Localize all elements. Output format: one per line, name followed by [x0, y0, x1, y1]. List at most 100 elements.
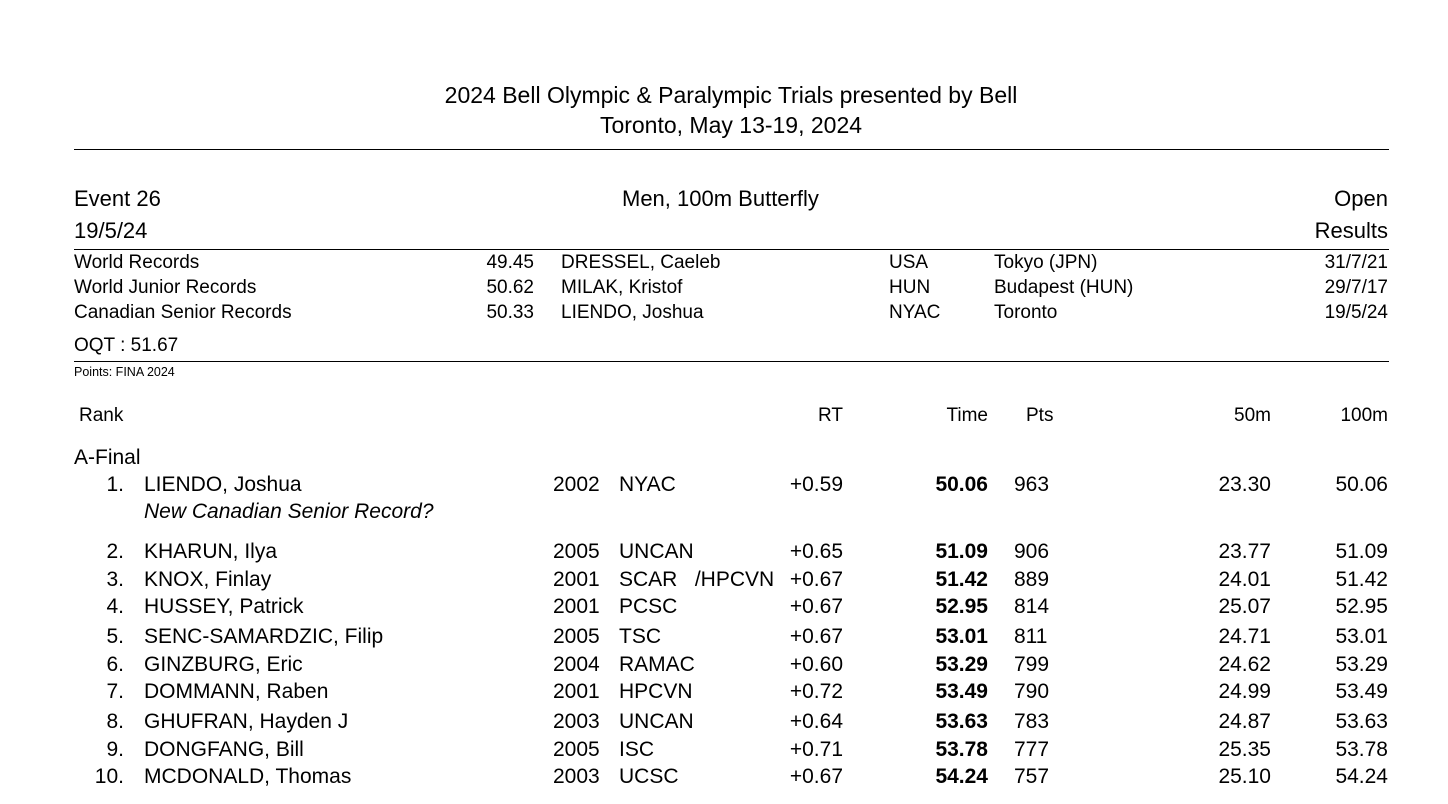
athlete-name: DOMMANN, Raben [144, 680, 329, 703]
record-label: Canadian Senior Records [74, 302, 292, 323]
points: 799 [1014, 653, 1050, 676]
result-row: 9. DONGFANG, Bill 2005 ISC +0.71 53.78 777 25.3… [0, 738, 1448, 766]
split-50m: 24.01 [1218, 568, 1271, 591]
athlete-name: KNOX, Finlay [144, 568, 272, 591]
split-100m: 52.95 [1335, 595, 1388, 618]
result-rank: 7. [106, 680, 124, 703]
club-code: UNCAN [619, 710, 694, 733]
result-row: 7. DOMMANN, Raben 2001 HPCVN +0.72 53.49 790 24… [0, 680, 1448, 708]
result-rank: 5. [106, 625, 124, 648]
points: 757 [1014, 765, 1050, 788]
reaction-time: +0.72 [789, 680, 843, 703]
athlete-name: GHUFRAN, Hayden J [144, 710, 349, 733]
points: 777 [1014, 738, 1050, 761]
reaction-time: +0.65 [789, 540, 843, 563]
points: 889 [1014, 568, 1050, 591]
club-code: ISC [619, 738, 655, 761]
col-time: Time [946, 405, 988, 426]
record-time: 49.45 [486, 252, 534, 273]
final-time: 51.09 [935, 540, 988, 563]
final-time: 53.49 [935, 680, 988, 703]
athlete-name: LIENDO, Joshua [144, 473, 302, 496]
club-code: PCSC [619, 595, 678, 618]
record-holder: MILAK, Kristof [561, 277, 683, 298]
split-100m: 53.78 [1335, 738, 1388, 761]
birth-year: 2002 [553, 473, 600, 496]
birth-year: 2003 [553, 710, 600, 733]
points: 811 [1014, 625, 1048, 648]
record-date: 19/5/24 [1324, 302, 1388, 323]
col-100m: 100m [1340, 405, 1388, 426]
result-row: 3. KNOX, Finlay 2001 SCAR /HPCVN +0.67 51.42 8… [0, 568, 1448, 596]
athlete-name: GINZBURG, Eric [144, 653, 303, 676]
reaction-time: +0.67 [789, 765, 843, 788]
split-50m: 24.71 [1218, 625, 1271, 648]
points: 790 [1014, 680, 1050, 703]
record-country: HUN [889, 277, 931, 298]
final-time: 53.29 [935, 653, 988, 676]
final-time: 53.63 [935, 710, 988, 733]
birth-year: 2005 [553, 625, 600, 648]
split-100m: 53.49 [1335, 680, 1388, 703]
result-row: 2. KHARUN, Ilya 2005 UNCAN +0.65 51.09 906 23.7… [0, 540, 1448, 568]
record-date: 31/7/21 [1324, 252, 1388, 273]
record-row: World Records 49.45 DRESSEL, Caeleb USA Toky… [0, 252, 1448, 277]
record-time: 50.62 [486, 277, 534, 298]
reaction-time: +0.60 [789, 653, 843, 676]
meet-location-dates: Toronto, May 13-19, 2024 [599, 112, 863, 138]
birth-year: 2005 [553, 540, 600, 563]
athlete-name: SENC-SAMARDZIC, Filip [144, 625, 384, 648]
result-rank: 1. [106, 473, 124, 496]
result-rank: 4. [106, 595, 124, 618]
birth-year: 2003 [553, 765, 600, 788]
split-50m: 24.87 [1218, 710, 1271, 733]
col-rank: Rank [79, 405, 124, 426]
result-rank: 2. [106, 540, 124, 563]
birth-year: 2001 [553, 680, 600, 703]
split-50m: 25.35 [1218, 738, 1271, 761]
points: 814 [1014, 595, 1050, 618]
result-row: 4. HUSSEY, Patrick 2001 PCSC +0.67 52.95 814 25… [0, 595, 1448, 623]
record-time: 50.33 [486, 302, 534, 323]
split-50m: 25.07 [1218, 595, 1271, 618]
points-note: Points: FINA 2024 [74, 365, 175, 379]
club-code: UNCAN [619, 540, 694, 563]
split-50m: 23.77 [1218, 540, 1271, 563]
club-code: NYAC [619, 473, 676, 496]
result-row: 6. GINZBURG, Eric 2004 RAMAC +0.60 53.29 799 24… [0, 653, 1448, 681]
reaction-time: +0.67 [789, 625, 843, 648]
club-code: RAMAC [619, 653, 695, 676]
reaction-time: +0.67 [789, 568, 843, 591]
event-divider [74, 249, 1389, 250]
points: 783 [1014, 710, 1050, 733]
oqt-standard: OQT : 51.67 [74, 335, 179, 356]
athlete-name: KHARUN, Ilya [144, 540, 278, 563]
final-time: 54.24 [935, 765, 988, 788]
final-time: 53.01 [935, 625, 988, 648]
section-a-final: A-Final [74, 446, 141, 469]
record-place: Tokyo (JPN) [994, 252, 1098, 273]
result-rank: 9. [106, 738, 124, 761]
club-code: TSC [619, 625, 661, 648]
record-place: Toronto [994, 302, 1058, 323]
birth-year: 2001 [553, 568, 600, 591]
final-time: 52.95 [935, 595, 988, 618]
reaction-time: +0.71 [789, 738, 843, 761]
col-50m: 50m [1234, 405, 1271, 426]
result-row: 8. GHUFRAN, Hayden J 2003 UNCAN +0.64 53.63 78… [0, 710, 1448, 738]
record-country: NYAC [889, 302, 941, 323]
club-code: UCSC [619, 765, 679, 788]
event-date: 19/5/24 [74, 218, 148, 243]
record-holder: LIENDO, Joshua [561, 302, 704, 323]
final-time: 50.06 [935, 473, 988, 496]
final-time: 51.42 [935, 568, 988, 591]
athlete-name: HUSSEY, Patrick [144, 595, 304, 618]
final-time: 53.78 [935, 738, 988, 761]
birth-year: 2005 [553, 738, 600, 761]
split-50m: 23.30 [1218, 473, 1271, 496]
result-row: 10. MCDONALD, Thomas 2003 UCSC +0.67 54.24 757… [0, 765, 1448, 793]
split-50m: 24.99 [1218, 680, 1271, 703]
col-pts: Pts [1026, 405, 1054, 426]
result-row: 1. LIENDO, Joshua 2002 NYAC +0.59 50.06 963 23.… [0, 473, 1448, 523]
club-code: HPCVN [619, 680, 693, 703]
